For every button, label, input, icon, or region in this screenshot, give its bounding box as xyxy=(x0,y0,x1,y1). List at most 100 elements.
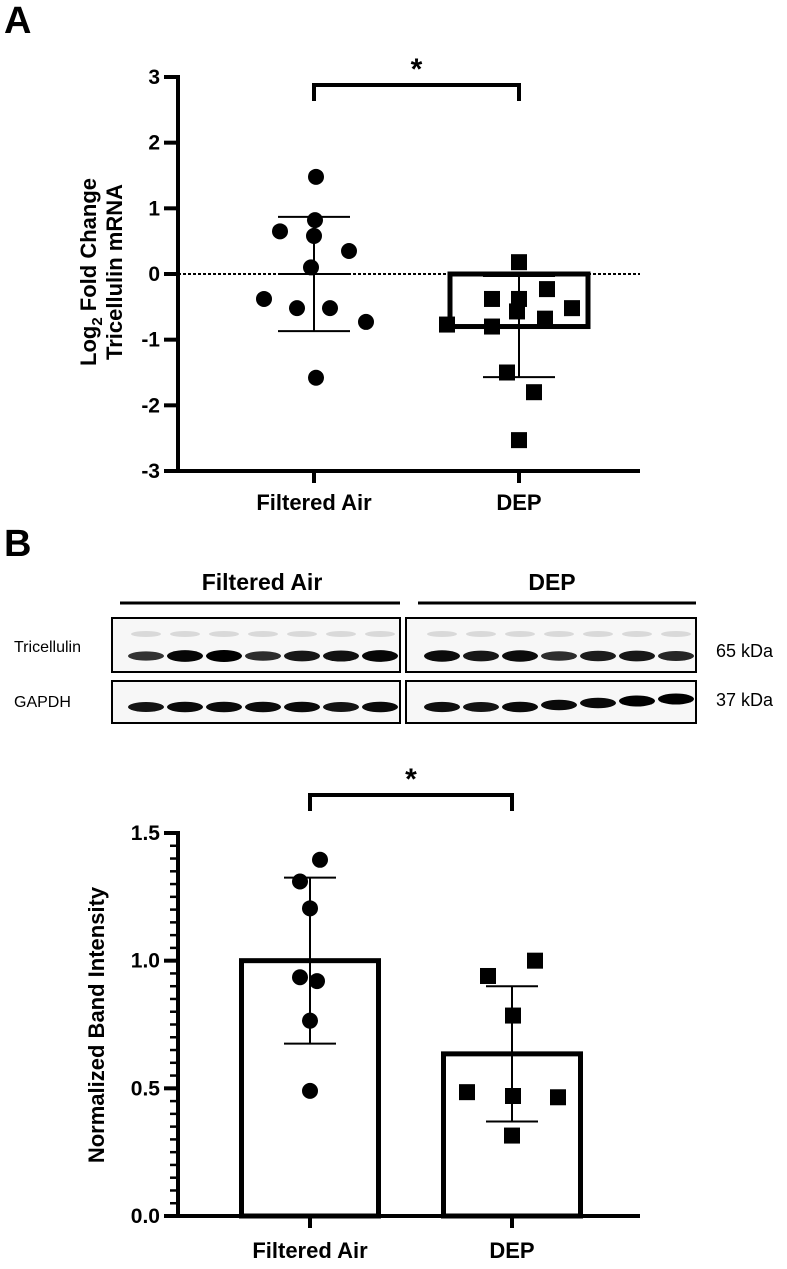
panel-a-chart: Log2 Fold Change Tricellulin mRNA 3210-1… xyxy=(76,53,640,515)
blot-faint-band xyxy=(326,631,356,637)
blot-faint-band xyxy=(622,631,652,637)
western-blot: Filtered Air DEP Tricellulin GAPDH 65 kD… xyxy=(14,569,774,724)
blot-band-gapdh xyxy=(619,695,655,707)
blot-band-tricellulin xyxy=(424,650,460,662)
blot-band-tricellulin xyxy=(541,651,577,661)
panel-b-letter: B xyxy=(4,523,31,565)
blot-faint-band xyxy=(544,631,574,637)
blot-band-tricellulin xyxy=(245,651,281,661)
blot-band-gapdh xyxy=(128,702,164,712)
blot-band-gapdh xyxy=(463,702,499,712)
significance-star-0: * xyxy=(411,53,423,86)
panel-a-ylabel-rest: Fold Change xyxy=(76,178,101,317)
x-category-label-1-1: DEP xyxy=(489,1238,534,1263)
data-point-0-0-6 xyxy=(256,290,272,307)
blot-band-tricellulin xyxy=(502,650,538,662)
blot-row-label-tricellulin: Tricellulin xyxy=(14,639,81,656)
panel-a-ylabel-line2: Tricellulin mRNA xyxy=(102,184,127,360)
blot-band-gapdh xyxy=(206,701,242,713)
data-point-0-0-9 xyxy=(358,313,374,330)
data-point-0-1-3 xyxy=(511,290,527,307)
blot-band-tricellulin xyxy=(284,650,320,662)
y-tick-label-0-6: -3 xyxy=(141,460,160,483)
blot-band-gapdh xyxy=(362,701,398,713)
blot-faint-band xyxy=(505,631,535,637)
data-point-0-0-0 xyxy=(308,168,324,185)
y-tick-label-1-3: 1.5 xyxy=(131,822,161,845)
blot-bands xyxy=(128,631,694,713)
blot-band-gapdh xyxy=(167,701,203,713)
y-tick-label-0-3: 0 xyxy=(148,263,160,286)
blot-band-gapdh xyxy=(245,701,281,713)
blot-band-gapdh xyxy=(541,699,577,711)
data-point-1-0-4 xyxy=(309,973,325,990)
x-category-label-0-0: Filtered Air xyxy=(256,490,372,515)
blot-band-tricellulin xyxy=(619,650,655,662)
blot-faint-band xyxy=(466,631,496,637)
blot-faint-band xyxy=(365,631,395,637)
panel-b-chart: Normalized Band Intensity 0.0 0.5 1.0 1.5 Fi… xyxy=(84,763,640,1263)
y-tick-label-0-0: 3 xyxy=(148,66,160,89)
panel-a-ylabel-subscript: 2 xyxy=(89,317,106,325)
data-point-0-0-7 xyxy=(289,300,305,317)
blot-group-label-dep: DEP xyxy=(528,569,575,595)
data-point-0-1-10 xyxy=(526,384,542,401)
data-point-0-0-4 xyxy=(341,243,357,260)
x-category-label-0-1: DEP xyxy=(496,490,541,515)
significance-bracket-1 xyxy=(308,793,514,811)
blot-faint-band xyxy=(131,631,161,637)
blot-faint-band xyxy=(209,631,239,637)
data-point-0-0-2 xyxy=(272,223,288,240)
data-point-1-0-2 xyxy=(302,900,318,917)
blot-band-tricellulin xyxy=(580,650,616,662)
significance-bracket-0 xyxy=(312,83,521,101)
blot-band-gapdh xyxy=(580,697,616,709)
y-tick-label-1-1: 0.5 xyxy=(131,1077,161,1100)
data-point-0-1-2 xyxy=(484,290,500,307)
blot-band-gapdh xyxy=(424,701,460,713)
panel-a-letter: A xyxy=(4,0,31,42)
blot-box-gapdh-filtered-air xyxy=(111,680,401,724)
blot-band-gapdh xyxy=(323,702,359,712)
y-tick-label-1-0: 0.0 xyxy=(131,1205,160,1228)
data-point-1-1-6 xyxy=(504,1127,520,1144)
blot-band-tricellulin xyxy=(167,650,203,662)
blot-box-tricellulin-filtered-air xyxy=(111,617,401,673)
data-point-0-0-1 xyxy=(307,212,323,229)
blot-mw-gapdh: 37 kDa xyxy=(716,690,774,710)
blot-band-tricellulin xyxy=(323,650,359,662)
blot-faint-band xyxy=(583,631,613,637)
data-point-0-1-0 xyxy=(511,254,527,271)
panel-a-ylabel-log: Log xyxy=(76,326,101,366)
panel-b-ylabel: Normalized Band Intensity xyxy=(84,886,109,1163)
blot-band-tricellulin xyxy=(463,650,499,662)
data-point-1-0-6 xyxy=(302,1082,318,1099)
blot-row-label-gapdh: GAPDH xyxy=(14,694,71,711)
data-point-0-0-10 xyxy=(308,369,324,386)
blot-band-tricellulin xyxy=(362,650,398,662)
data-point-0-1-8 xyxy=(484,318,500,335)
blot-band-tricellulin xyxy=(206,650,242,662)
y-tick-label-0-1: 2 xyxy=(148,132,160,155)
blot-faint-band xyxy=(427,631,457,637)
data-point-1-1-5 xyxy=(550,1089,566,1106)
significance-star-1: * xyxy=(405,763,417,796)
blot-band-tricellulin xyxy=(128,651,164,661)
data-point-0-1-7 xyxy=(439,316,455,333)
blot-band-gapdh xyxy=(284,701,320,713)
y-tick-label-0-5: -2 xyxy=(141,394,160,417)
data-point-1-0-0 xyxy=(312,851,328,868)
data-point-1-1-2 xyxy=(505,1007,521,1024)
data-point-0-1-6 xyxy=(537,310,553,327)
blot-faint-band xyxy=(248,631,278,637)
y-tick-label-0-4: -1 xyxy=(141,329,160,352)
data-point-0-1-11 xyxy=(511,432,527,449)
blot-faint-band xyxy=(661,631,691,637)
data-point-1-0-5 xyxy=(302,1012,318,1029)
data-point-0-1-1 xyxy=(539,281,555,298)
data-point-0-0-5 xyxy=(303,259,319,276)
blot-group-label-filtered-air: Filtered Air xyxy=(202,569,323,595)
blot-band-gapdh xyxy=(502,701,538,713)
blot-mw-tricellulin: 65 kDa xyxy=(716,641,774,661)
